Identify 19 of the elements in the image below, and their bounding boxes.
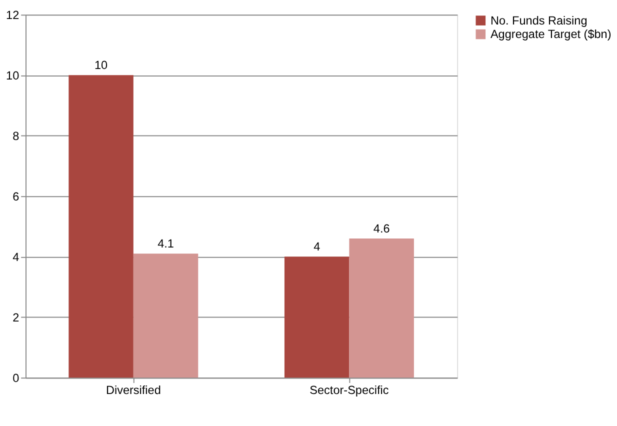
bar <box>349 238 414 378</box>
x-tick-label: Sector-Specific <box>310 384 389 397</box>
y-tick-label: 2 <box>12 312 20 325</box>
y-tick-label: 10 <box>6 70 20 83</box>
bar <box>284 256 350 378</box>
y-tick-label: 4 <box>12 251 20 264</box>
y-tick-label: 0 <box>12 372 20 385</box>
bar <box>133 254 198 378</box>
x-tick-label: Diversified <box>106 384 161 397</box>
y-tick-label: 6 <box>12 190 20 204</box>
data-label: 10 <box>94 59 108 72</box>
data-label: 4.1 <box>158 238 174 251</box>
legend-label: No. Funds Raising <box>490 14 588 28</box>
y-tick-label: 12 <box>6 9 20 22</box>
data-label: 4 <box>314 240 321 254</box>
bar <box>68 75 134 378</box>
y-tick-label: 8 <box>12 130 20 144</box>
legend-label: Aggregate Target ($bn) <box>490 28 612 42</box>
data-label: 4.6 <box>373 222 390 236</box>
